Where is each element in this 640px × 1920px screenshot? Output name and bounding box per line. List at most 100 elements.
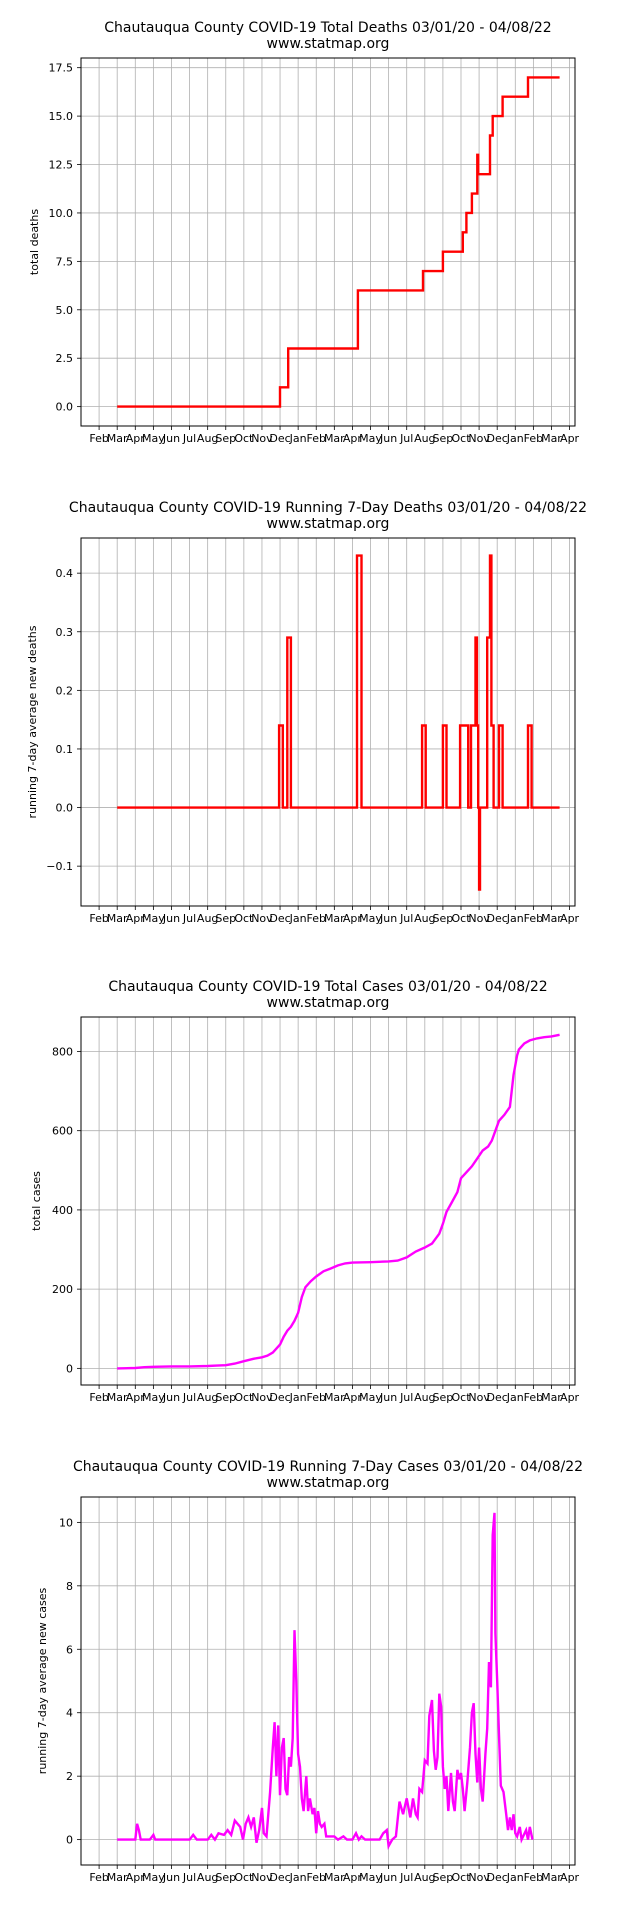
y-tick-label: 7.5 bbox=[56, 255, 74, 268]
x-tick-label: Mar bbox=[541, 432, 562, 445]
x-tick-label: Jun bbox=[162, 1391, 180, 1404]
x-tick-label: Sep bbox=[433, 432, 454, 445]
x-tick-label: Jul bbox=[399, 432, 413, 445]
chart-panel-3: Chautauqua County COVID-19 Total Cases 0… bbox=[30, 979, 580, 1404]
x-tick-label: Feb bbox=[306, 432, 325, 445]
y-tick-label: 12.5 bbox=[49, 159, 74, 172]
x-tick-label: Sep bbox=[433, 912, 454, 925]
x-tick-label: Aug bbox=[414, 1871, 435, 1884]
x-tick-label: Jul bbox=[182, 1871, 196, 1884]
y-tick-label: 15.0 bbox=[49, 110, 74, 123]
x-tick-label: Apr bbox=[126, 432, 146, 445]
y-tick-label: 5.0 bbox=[56, 304, 74, 317]
x-tick-label: Nov bbox=[468, 1391, 490, 1404]
y-tick-label: 10 bbox=[59, 1516, 73, 1529]
x-tick-label: Jan bbox=[289, 1871, 307, 1884]
x-tick-label: Oct bbox=[234, 912, 254, 925]
x-tick-label: Jan bbox=[506, 432, 524, 445]
x-tick-label: Feb bbox=[89, 432, 108, 445]
chart-subtitle: www.statmap.org bbox=[267, 995, 390, 1011]
x-tick-label: Aug bbox=[197, 432, 218, 445]
y-tick-label: 2.5 bbox=[56, 352, 74, 365]
x-tick-label: Jul bbox=[182, 432, 196, 445]
x-tick-label: Jul bbox=[399, 912, 413, 925]
x-tick-label: Nov bbox=[251, 432, 273, 445]
x-tick-label: Apr bbox=[560, 1391, 580, 1404]
series-line bbox=[117, 76, 560, 408]
x-tick-label: Jun bbox=[162, 912, 180, 925]
y-tick-label: 0.1 bbox=[56, 743, 74, 756]
series-line bbox=[117, 1512, 534, 1850]
x-tick-label: Mar bbox=[324, 432, 345, 445]
x-tick-label: Sep bbox=[215, 912, 236, 925]
x-tick-label: Apr bbox=[560, 432, 580, 445]
x-tick-label: Jun bbox=[379, 432, 397, 445]
y-tick-label: 800 bbox=[52, 1045, 73, 1058]
x-tick-label: Jun bbox=[162, 1871, 180, 1884]
chart-title: Chautauqua County COVID-19 Running 7-Day… bbox=[69, 500, 587, 516]
x-tick-label: Oct bbox=[234, 432, 254, 445]
y-tick-label: 0.0 bbox=[56, 401, 74, 414]
x-tick-label: Aug bbox=[197, 912, 218, 925]
plot-frame bbox=[80, 1016, 576, 1386]
chart-subtitle: www.statmap.org bbox=[267, 36, 390, 52]
x-tick-label: Jun bbox=[162, 432, 180, 445]
x-tick-label: Apr bbox=[560, 912, 580, 925]
y-tick-label: 0 bbox=[66, 1362, 73, 1375]
x-tick-label: Apr bbox=[343, 912, 363, 925]
x-tick-label: Jul bbox=[399, 1871, 413, 1884]
x-tick-label: May bbox=[142, 912, 165, 925]
x-tick-label: Mar bbox=[324, 1871, 345, 1884]
x-tick-label: Oct bbox=[451, 912, 471, 925]
x-tick-label: Oct bbox=[451, 1871, 471, 1884]
y-tick-label: 2 bbox=[66, 1770, 73, 1783]
x-tick-label: Jul bbox=[182, 912, 196, 925]
x-tick-label: Dec bbox=[487, 912, 508, 925]
y-tick-label: 6 bbox=[66, 1643, 73, 1656]
y-tick-label: 0.2 bbox=[56, 684, 74, 697]
x-tick-label: Sep bbox=[433, 1871, 454, 1884]
chart-title: Chautauqua County COVID-19 Total Cases 0… bbox=[108, 979, 547, 995]
x-tick-label: Feb bbox=[524, 1871, 543, 1884]
y-tick-label: 200 bbox=[52, 1283, 73, 1296]
x-tick-label: Feb bbox=[89, 1391, 108, 1404]
chart-subtitle: www.statmap.org bbox=[267, 1475, 390, 1491]
x-tick-label: May bbox=[359, 1871, 382, 1884]
plot-frame bbox=[80, 1496, 576, 1866]
x-tick-label: Oct bbox=[234, 1871, 254, 1884]
y-tick-label: 400 bbox=[52, 1204, 73, 1217]
y-tick-label: 10.0 bbox=[49, 207, 74, 220]
chart-panel-2: Chautauqua County COVID-19 Running 7-Day… bbox=[26, 500, 587, 925]
x-tick-label: Dec bbox=[269, 432, 290, 445]
chart-title: Chautauqua County COVID-19 Total Deaths … bbox=[104, 20, 551, 36]
y-axis-label: total deaths bbox=[28, 209, 41, 275]
x-tick-label: May bbox=[142, 1871, 165, 1884]
x-tick-label: May bbox=[142, 432, 165, 445]
x-tick-label: Aug bbox=[197, 1871, 218, 1884]
x-tick-label: Feb bbox=[89, 912, 108, 925]
x-tick-label: Apr bbox=[126, 912, 146, 925]
x-tick-label: Apr bbox=[343, 1391, 363, 1404]
x-tick-label: Sep bbox=[215, 432, 236, 445]
x-tick-label: Nov bbox=[468, 1871, 490, 1884]
x-tick-label: Mar bbox=[541, 912, 562, 925]
x-tick-label: Jan bbox=[289, 912, 307, 925]
y-tick-label: 0 bbox=[66, 1834, 73, 1847]
x-tick-label: Jan bbox=[289, 1391, 307, 1404]
series-line bbox=[117, 554, 560, 891]
x-tick-label: Mar bbox=[107, 432, 128, 445]
x-tick-label: Oct bbox=[451, 432, 471, 445]
x-tick-label: Jan bbox=[506, 912, 524, 925]
x-tick-label: Jan bbox=[506, 1871, 524, 1884]
plot-frame bbox=[80, 57, 576, 427]
plot-frame bbox=[80, 537, 576, 907]
series-line bbox=[117, 1033, 560, 1370]
x-tick-label: Sep bbox=[215, 1391, 236, 1404]
x-tick-label: Mar bbox=[107, 1871, 128, 1884]
x-tick-label: Apr bbox=[343, 432, 363, 445]
x-tick-label: May bbox=[359, 432, 382, 445]
x-tick-label: Apr bbox=[343, 1871, 363, 1884]
x-tick-label: Aug bbox=[414, 432, 435, 445]
y-axis-label: total cases bbox=[30, 1171, 43, 1231]
y-tick-label: 0.4 bbox=[56, 567, 74, 580]
